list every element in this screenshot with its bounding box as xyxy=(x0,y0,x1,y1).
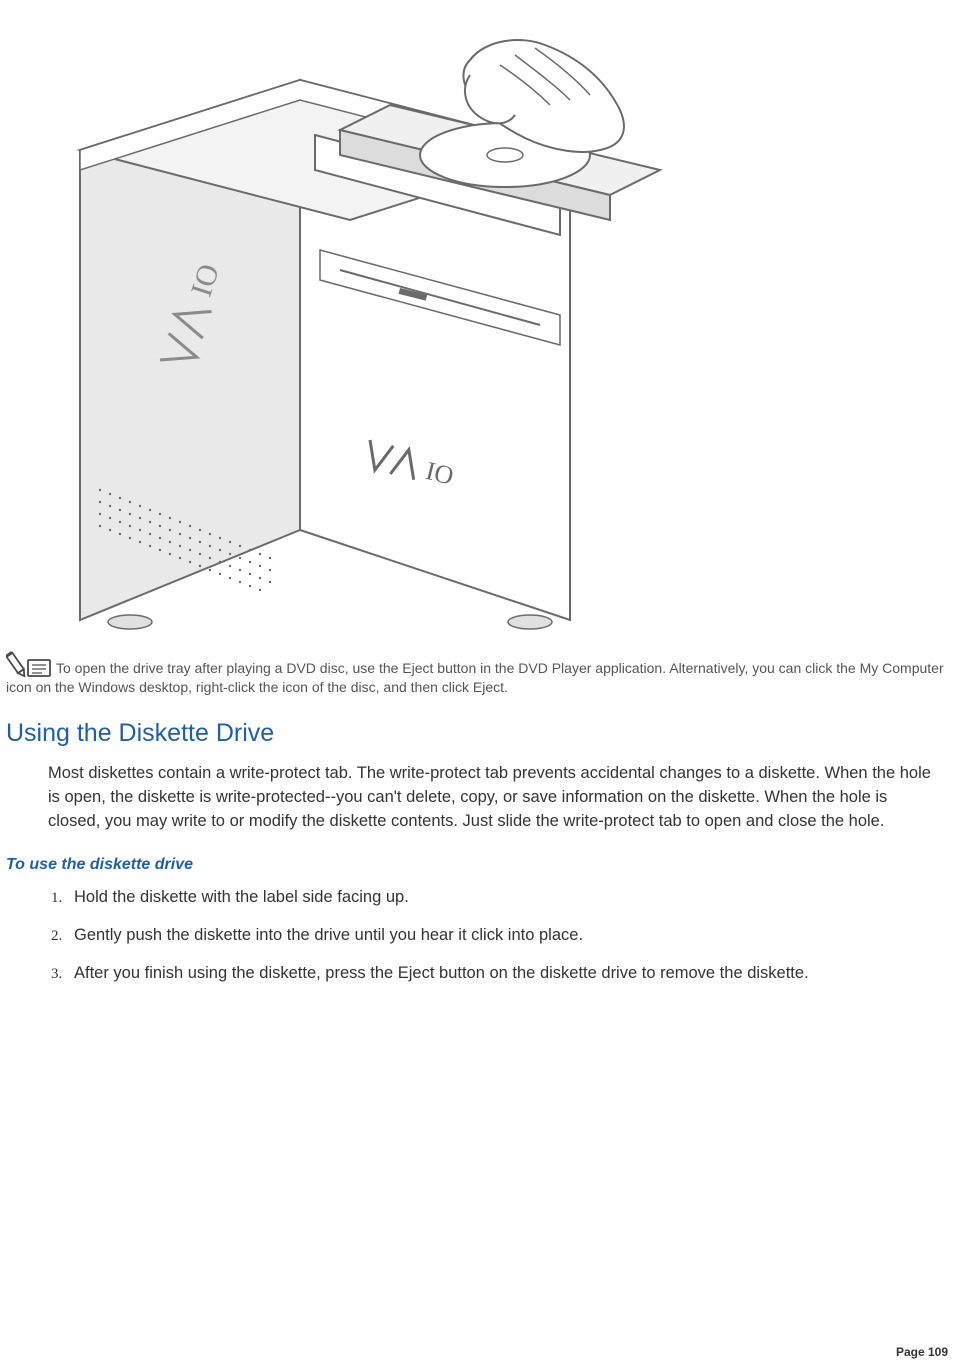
intro-paragraph: Most diskettes contain a write-protect t… xyxy=(48,762,944,834)
section-heading-diskette: Using the Diskette Drive xyxy=(6,719,954,748)
note-text: To open the drive tray after playing a D… xyxy=(6,660,944,695)
step-item: Hold the diskette with the label side fa… xyxy=(66,886,934,910)
vaio-tower-figure: IO IO xyxy=(40,20,680,640)
steps-list: Hold the diskette with the label side fa… xyxy=(48,886,934,986)
subheading-to-use: To use the diskette drive xyxy=(6,856,954,874)
page-number: Page 109 xyxy=(896,1345,948,1359)
step-item: Gently push the diskette into the drive … xyxy=(66,924,934,948)
step-item: After you finish using the diskette, pre… xyxy=(66,962,934,986)
eject-note: To open the drive tray after playing a D… xyxy=(6,648,948,697)
document-page: IO IO xyxy=(0,20,954,1371)
pencil-note-icon xyxy=(6,648,52,678)
vaio-tower-svg: IO IO xyxy=(40,20,680,640)
